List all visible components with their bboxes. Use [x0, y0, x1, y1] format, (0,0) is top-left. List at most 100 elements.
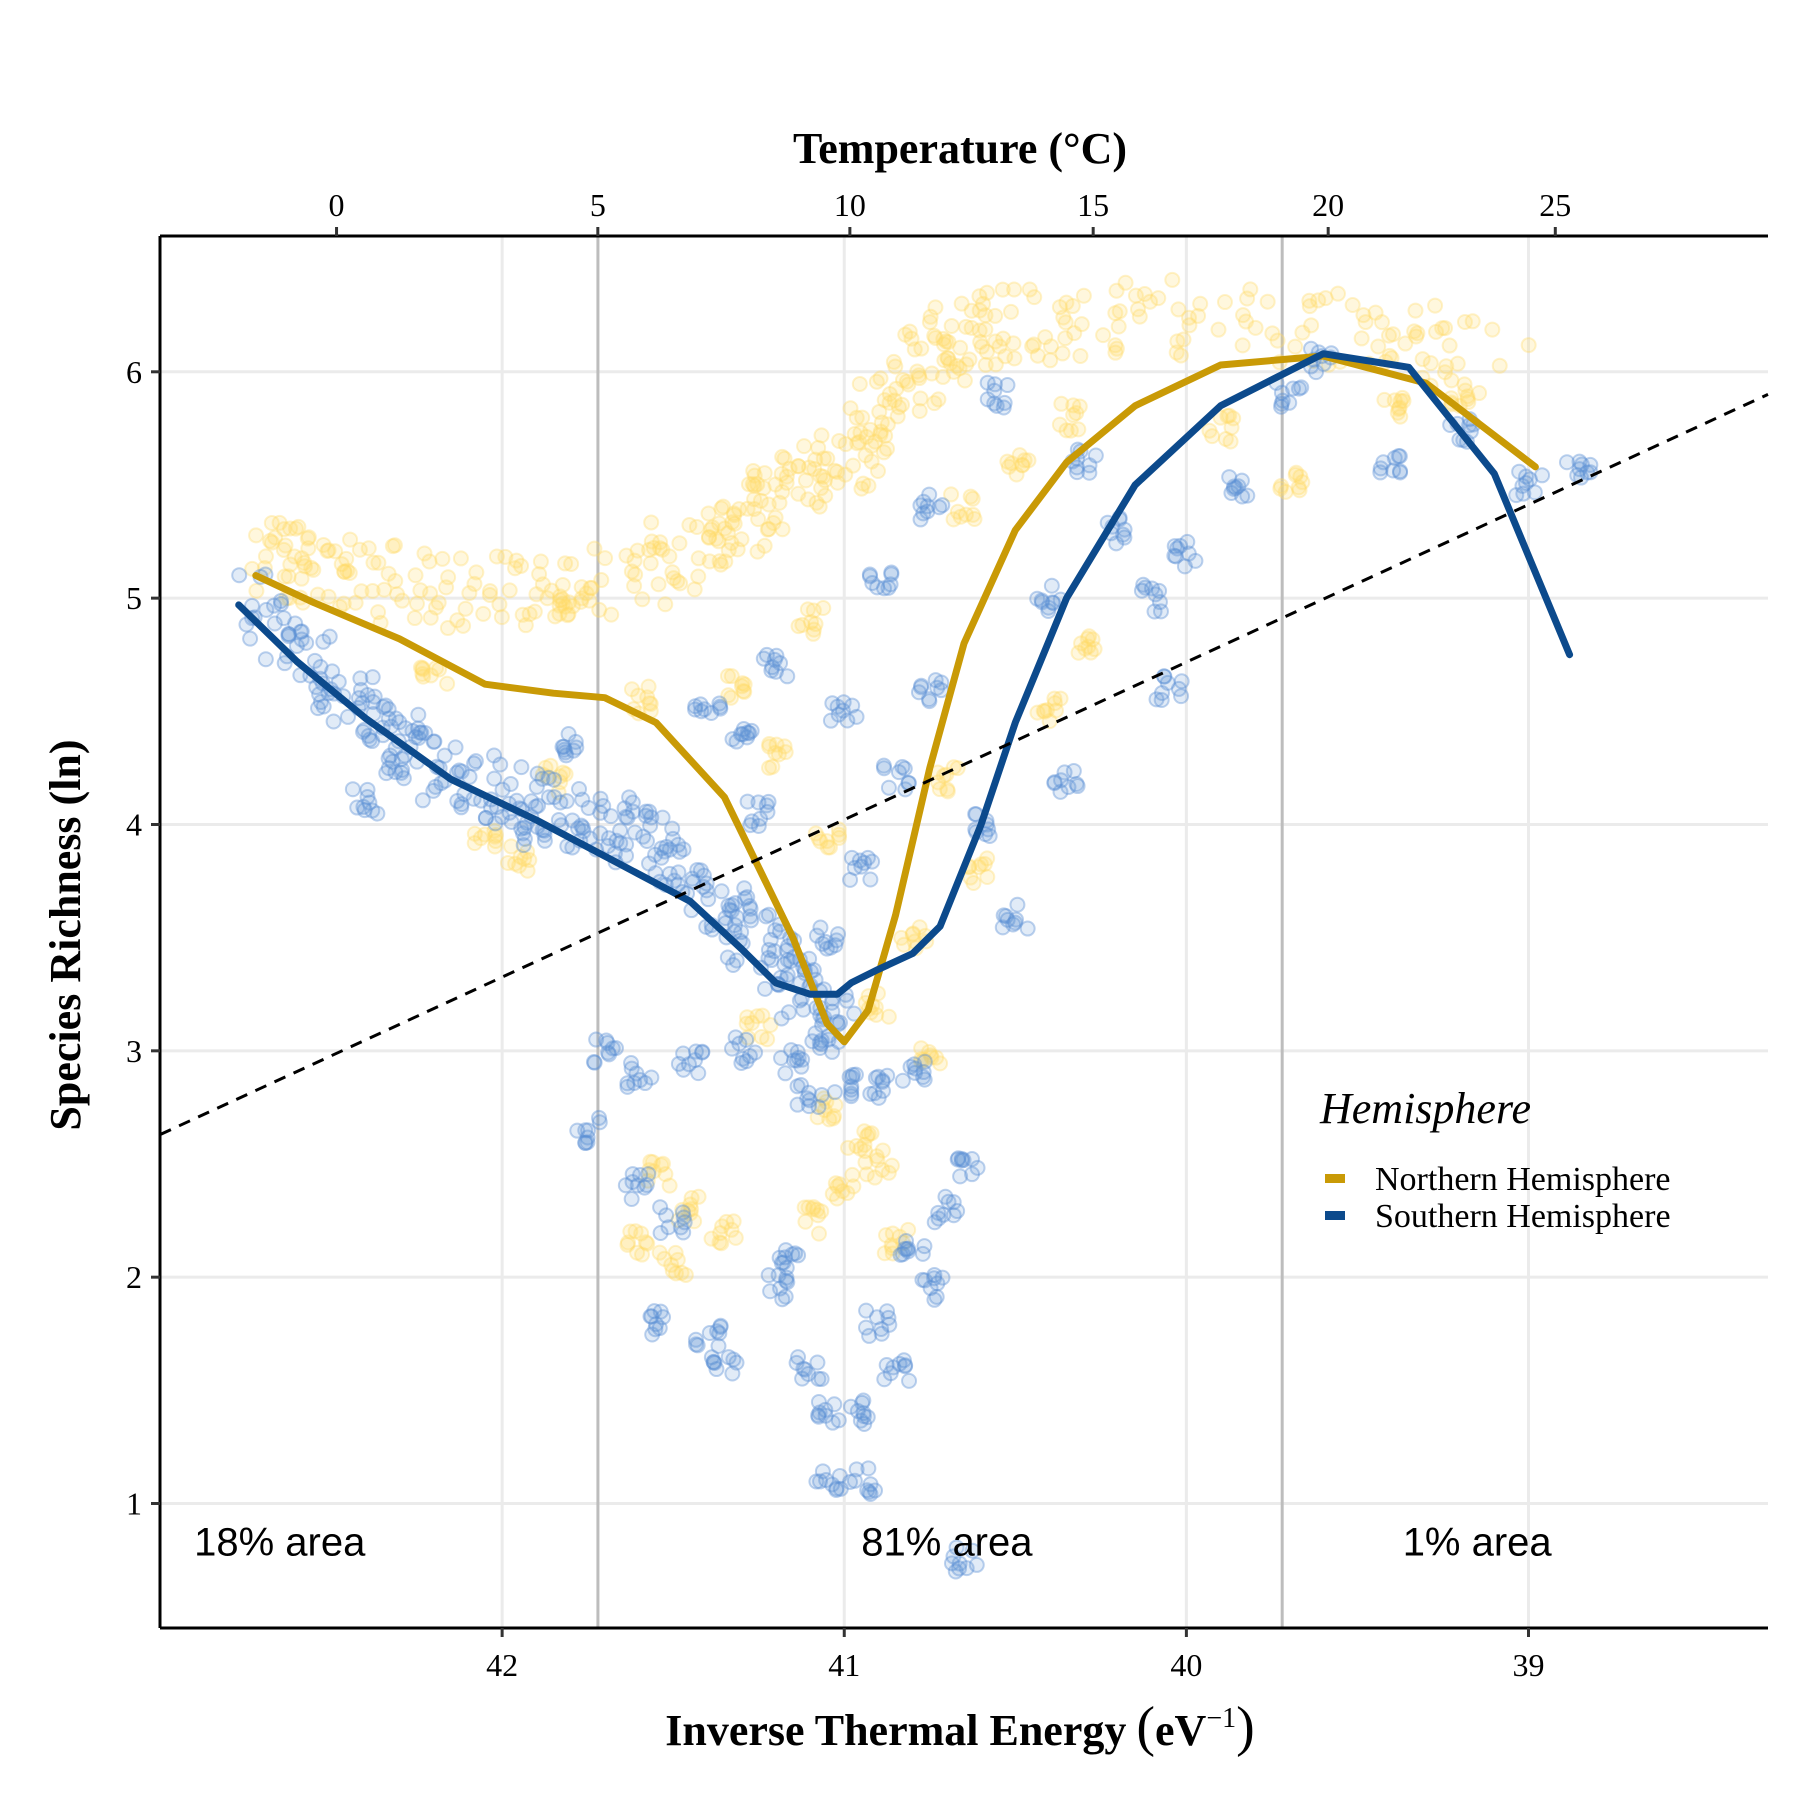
scatter-point	[735, 682, 752, 699]
scatter-point	[893, 396, 910, 413]
scatter-point	[859, 1482, 876, 1499]
scatter-point	[1427, 297, 1444, 314]
scatter-point	[979, 374, 996, 391]
scatter-point	[750, 794, 767, 811]
scatter-point	[1301, 292, 1318, 309]
scatter-point	[749, 1008, 766, 1025]
scatter-point	[1072, 347, 1089, 364]
scatter-point	[1073, 316, 1090, 333]
scatter-point	[629, 1177, 646, 1194]
scatter-point	[795, 1360, 812, 1377]
scatter-point	[749, 476, 766, 493]
scatter-point	[696, 701, 713, 718]
scatter-point	[716, 520, 733, 537]
scatter-point	[1407, 302, 1424, 319]
scatter-point	[911, 403, 928, 420]
x-axis-unit-exponent: −1	[1206, 1703, 1236, 1734]
scatter-point	[728, 1354, 745, 1371]
scatter-point	[763, 952, 780, 969]
scatter-point	[719, 525, 736, 542]
scatter-point	[796, 438, 813, 455]
scatter-point	[1135, 576, 1152, 593]
scatter-point	[1518, 468, 1535, 485]
scatter-point	[365, 554, 382, 571]
scatter-point	[1344, 296, 1361, 313]
scatter-point	[380, 760, 397, 777]
scatter-point	[975, 295, 992, 312]
scatter-point	[914, 1271, 931, 1288]
scatter-point	[281, 626, 298, 643]
scatter-point	[1082, 644, 1099, 661]
scatter-point	[690, 550, 707, 567]
scatter-point	[353, 583, 370, 600]
scatter-point	[894, 1246, 911, 1263]
scatter-point	[447, 739, 464, 756]
scatter-point	[811, 498, 828, 515]
scatter-point	[756, 465, 773, 482]
scatter-point	[414, 792, 431, 809]
scatter-point	[1437, 320, 1454, 337]
scatter-point	[705, 1354, 722, 1371]
scatter-point	[760, 521, 777, 538]
scatter-point	[916, 1272, 933, 1289]
scatter-point	[848, 1137, 865, 1154]
scatter-point	[943, 317, 960, 334]
scatter-point	[1034, 594, 1051, 611]
scatter-point	[647, 846, 664, 863]
scatter-point	[873, 1320, 890, 1337]
scatter-point	[643, 533, 660, 550]
scatter-point	[971, 322, 988, 339]
scatter-point	[1046, 774, 1063, 791]
scatter-point	[900, 1221, 917, 1238]
scatter-point	[807, 451, 824, 468]
scatter-point	[416, 545, 433, 562]
scatter-point	[413, 724, 430, 741]
scatter-point	[828, 932, 845, 949]
scatter-point	[1355, 307, 1372, 324]
scatter-point	[624, 803, 641, 820]
scatter-point	[898, 1233, 915, 1250]
scatter-point	[1408, 328, 1425, 345]
scatter-point	[503, 813, 520, 830]
scatter-point	[966, 511, 983, 528]
scatter-point	[370, 554, 387, 571]
scatter-point	[874, 1082, 891, 1099]
scatter-point	[394, 761, 411, 778]
scatter-point	[724, 1040, 741, 1057]
scatter-point	[263, 534, 280, 551]
scatter-point	[667, 1244, 684, 1261]
scatter-point	[817, 487, 834, 504]
scatter-point	[1230, 478, 1247, 495]
scatter-point	[880, 579, 897, 596]
scatter-point	[790, 458, 807, 475]
scatter-point	[912, 497, 929, 514]
scatter-point	[669, 1251, 686, 1268]
scatter-point	[380, 710, 397, 727]
scatter-point	[287, 520, 304, 537]
scatter-point	[698, 882, 715, 899]
scatter-point	[830, 1412, 847, 1429]
scatter-point	[414, 665, 431, 682]
scatter-point	[901, 1372, 918, 1389]
scatter-point	[731, 501, 748, 518]
scatter-point	[731, 1035, 748, 1052]
scatter-point	[573, 590, 590, 607]
scatter-point	[557, 555, 574, 572]
scatter-point	[963, 1151, 980, 1168]
scatter-point	[1456, 314, 1473, 331]
scatter-point	[542, 757, 559, 774]
scatter-point	[1518, 475, 1535, 492]
scatter-point	[430, 594, 447, 611]
scatter-point	[895, 936, 912, 953]
scatter-point	[1011, 447, 1028, 464]
scatter-point	[683, 1201, 700, 1218]
scatter-point	[632, 1166, 649, 1183]
scatter-point	[507, 560, 524, 577]
scatter-point	[477, 810, 494, 827]
scatter-point	[557, 766, 574, 783]
scatter-point	[1217, 430, 1234, 447]
scatter-point	[361, 794, 378, 811]
scatter-point	[742, 908, 759, 925]
scatter-point	[1075, 287, 1092, 304]
scatter-point	[939, 783, 956, 800]
